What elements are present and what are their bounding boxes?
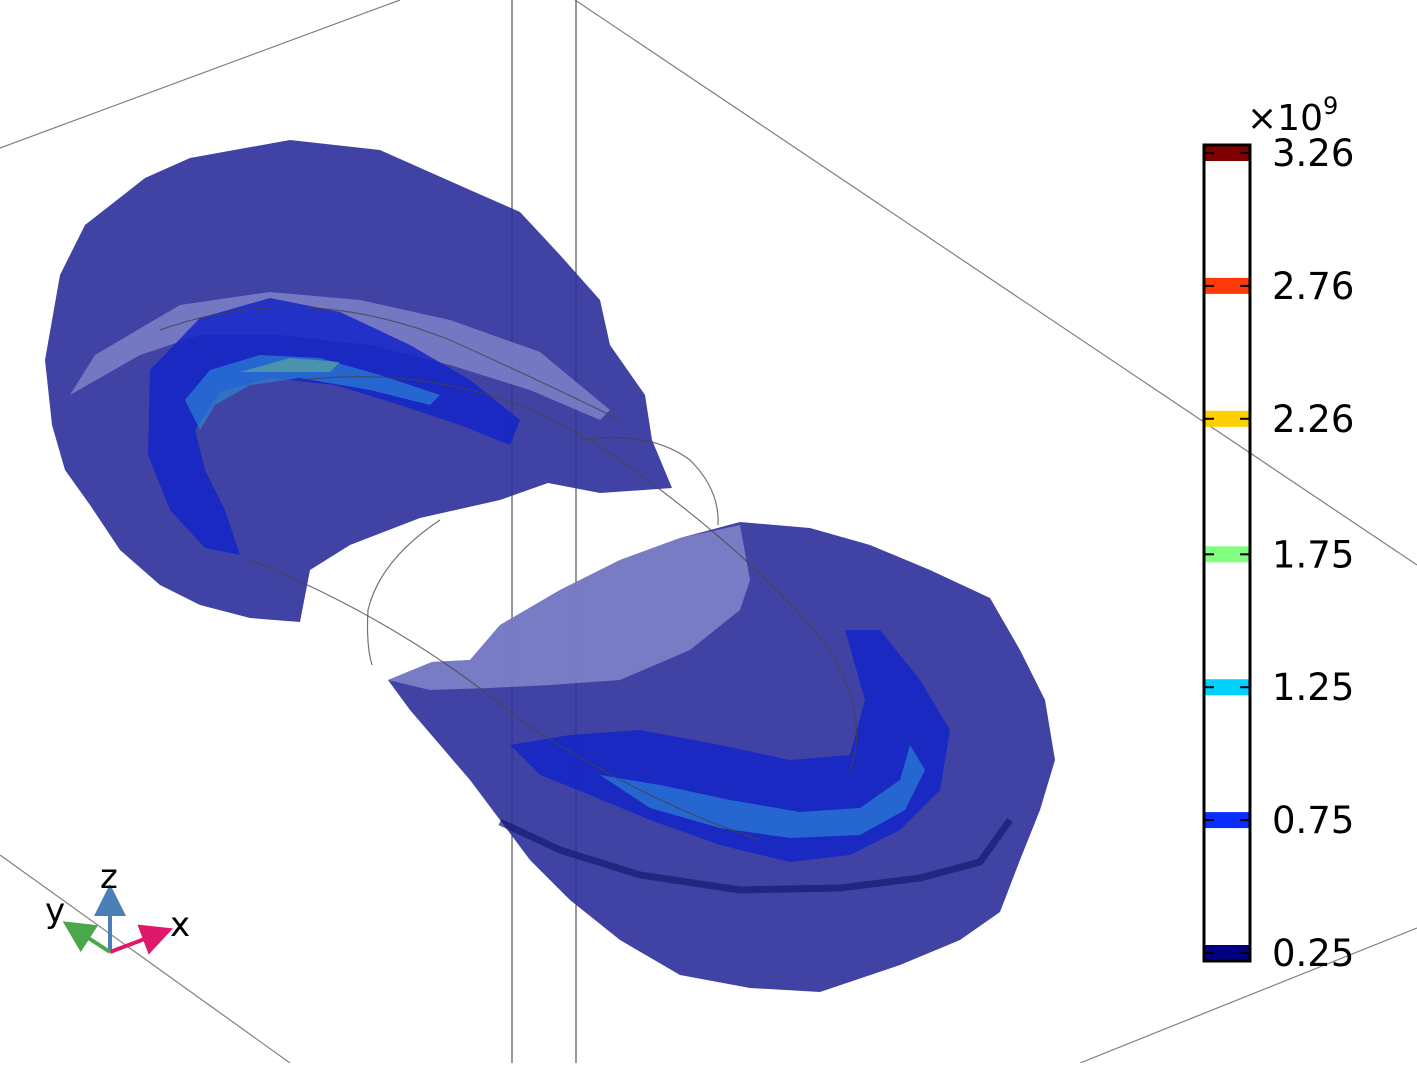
colorbar-frame xyxy=(1202,143,1252,963)
rim-band-lower xyxy=(498,817,1013,894)
colorbar-band xyxy=(1204,145,1250,161)
colorbar-band xyxy=(1204,812,1250,829)
wire-curve xyxy=(299,376,858,771)
wireframe-curves xyxy=(159,306,858,841)
colorbar-tick-label: 1.25 xyxy=(1272,666,1354,709)
box-edge xyxy=(1079,927,1417,1064)
core-isosurface-lower xyxy=(600,745,925,838)
z-axis-label: z xyxy=(100,857,118,897)
isosurface-lobe-lower xyxy=(388,522,1055,992)
axis-triad: z x y xyxy=(45,857,190,955)
inner-rim-lower xyxy=(388,525,750,690)
x-axis-label: x xyxy=(170,905,190,945)
y-axis-label: y xyxy=(45,891,65,931)
wire-curve xyxy=(579,436,719,526)
colorbar-band xyxy=(1204,277,1250,294)
core-isosurface-upper xyxy=(185,355,440,430)
colorbar-tick-label: 0.75 xyxy=(1272,799,1354,842)
core-highlight-upper xyxy=(240,358,340,372)
box-edge xyxy=(574,0,1417,566)
wire-curve xyxy=(159,306,621,421)
colorbar-band xyxy=(1204,410,1250,427)
box-edge xyxy=(0,0,401,149)
colorbar-multiplier-exponent: 9 xyxy=(1323,92,1338,120)
box-edge xyxy=(0,854,291,1064)
colorbar-tick-label: 2.26 xyxy=(1272,398,1354,441)
colorbar-tick-label: 0.25 xyxy=(1272,932,1354,975)
y-axis-arrow xyxy=(62,921,112,954)
colorbar-tick-label: 3.26 xyxy=(1272,132,1354,175)
colorbar: ×109 3.26 2.76 2.26 1.75 1.25 0.75 0.25 xyxy=(1202,92,1354,975)
colorbar-band xyxy=(1204,679,1250,696)
colorbar-multiplier: ×109 xyxy=(1247,92,1338,139)
x-axis-arrow xyxy=(109,924,173,955)
colorbar-tick-label: 1.75 xyxy=(1272,533,1354,576)
wire-curve xyxy=(366,519,441,666)
colorbar-tick-label: 2.76 xyxy=(1272,265,1354,308)
colorbar-band xyxy=(1204,945,1250,961)
isosurface-lobe-upper xyxy=(45,140,672,622)
inner-isosurface-lower xyxy=(510,630,950,862)
colorbar-multiplier-base: ×10 xyxy=(1247,98,1323,139)
colorbar-band xyxy=(1204,546,1250,563)
wire-curve xyxy=(249,559,761,841)
